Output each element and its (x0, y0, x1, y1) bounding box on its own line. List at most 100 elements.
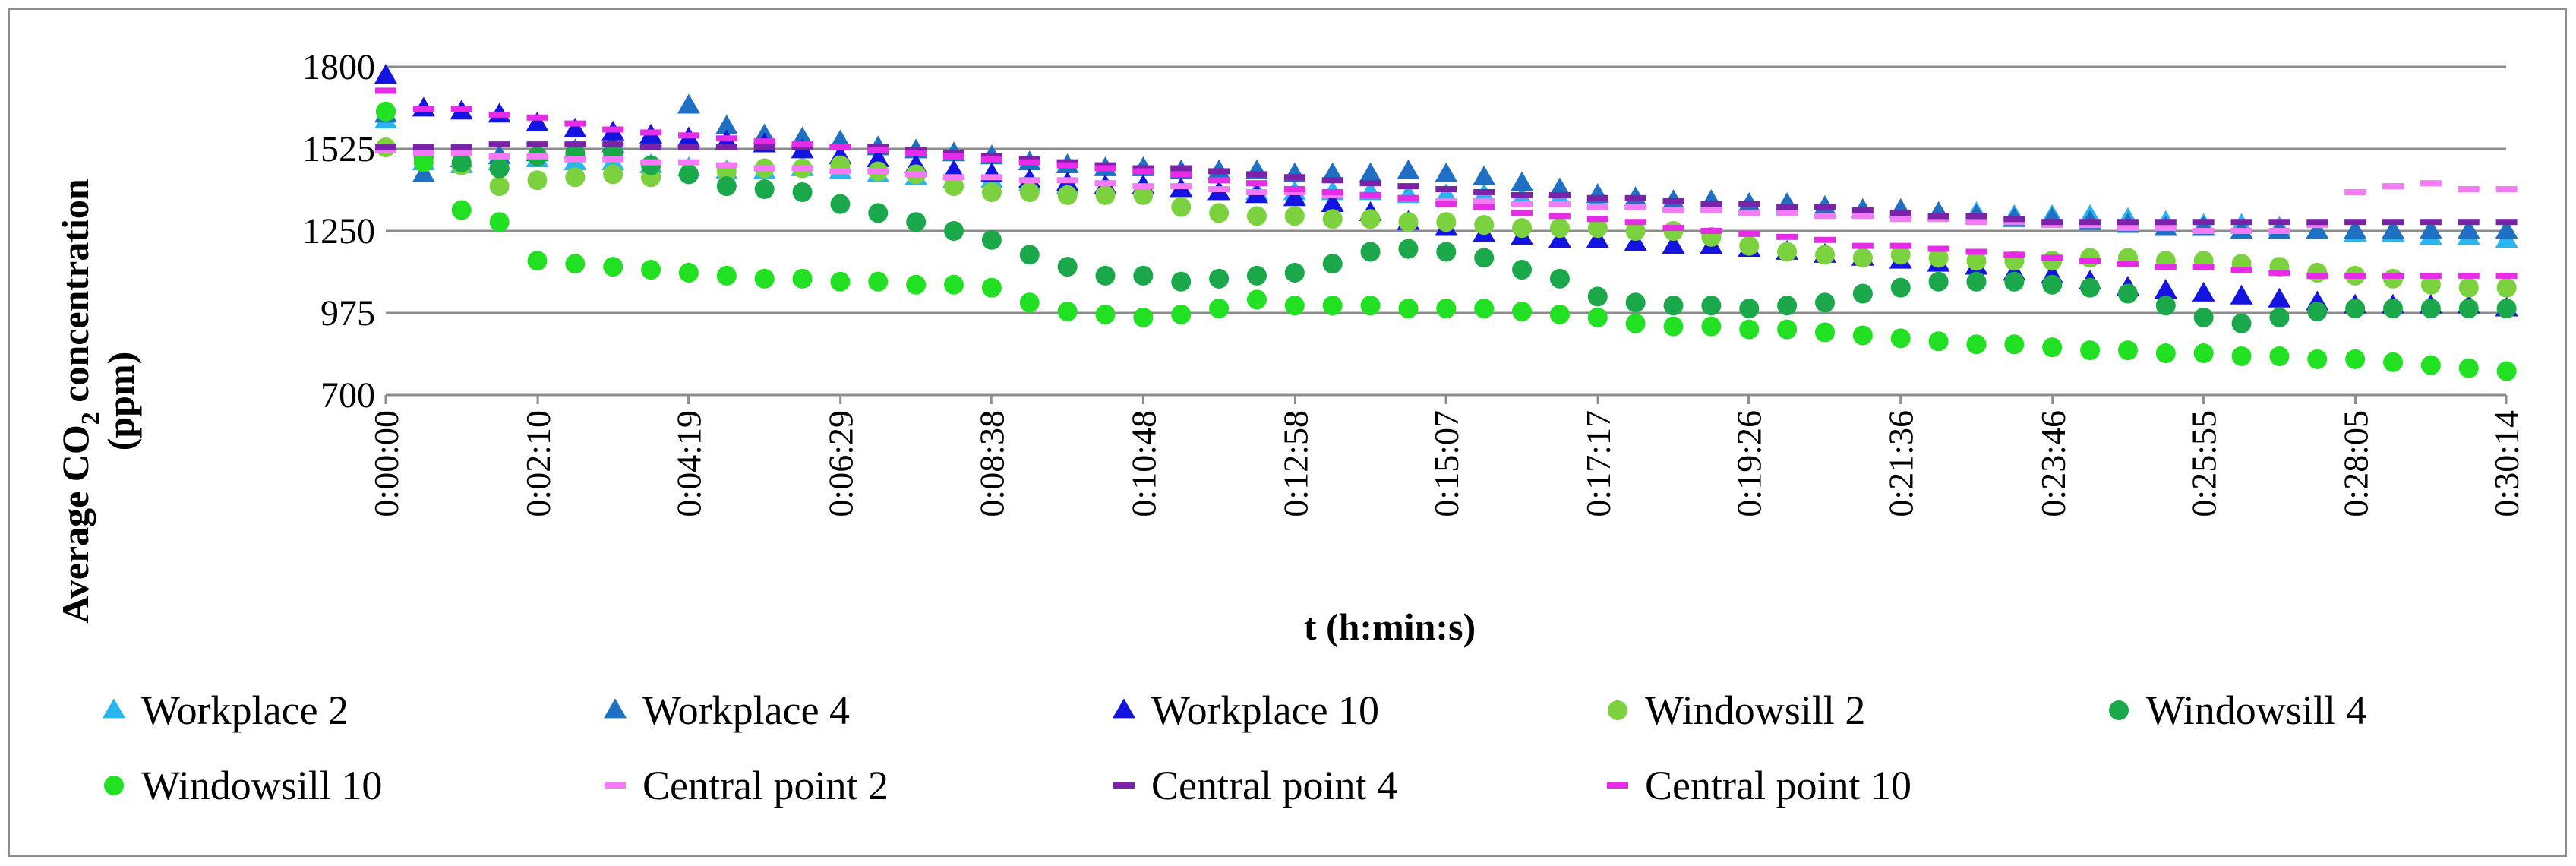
x-tick-label: 0:30:14 (2487, 410, 2526, 517)
data-point (1474, 248, 1495, 268)
data-point (1171, 197, 1192, 217)
y-axis-title-rest: concentration (54, 179, 96, 412)
data-point (412, 105, 434, 112)
x-tick-label: 0:04:19 (670, 410, 709, 517)
data-point (1473, 198, 1495, 204)
y-axis-title-main: Average CO (54, 425, 96, 623)
data-point (715, 135, 737, 142)
data-point (906, 274, 927, 295)
data-point (981, 182, 1002, 202)
data-point (412, 150, 434, 156)
data-point (1057, 302, 1078, 322)
legend-label: Workplace 2 (141, 687, 349, 733)
data-point (2458, 272, 2480, 279)
x-tick-label: 0:28:05 (2336, 410, 2375, 517)
data-point (1435, 186, 1457, 193)
data-point (2382, 219, 2405, 239)
data-point (2079, 258, 2101, 264)
data-point (2080, 277, 2101, 298)
data-point (1322, 296, 1343, 316)
data-point (2496, 361, 2517, 381)
data-point (1512, 260, 1533, 280)
data-point (678, 262, 699, 283)
data-point (677, 132, 699, 139)
data-point (2496, 277, 2517, 298)
data-point (641, 260, 661, 280)
data-point (2230, 284, 2253, 305)
data-point (2117, 261, 2139, 267)
data-point (2230, 228, 2252, 234)
legend-item: Central point 2 (605, 763, 889, 808)
data-point (867, 147, 889, 153)
data-point (1511, 191, 1533, 198)
data-point (1700, 201, 1722, 207)
x-tick-label: 0:19:26 (1730, 410, 1769, 517)
data-point (1927, 213, 1949, 220)
data-point (2154, 278, 2177, 299)
data-point (2230, 267, 2252, 273)
legend-label: Windowsill 10 (141, 763, 382, 808)
data-point (1398, 239, 1419, 259)
y-tick-label: 975 (320, 293, 375, 333)
data-point (2193, 307, 2214, 327)
data-point (564, 117, 587, 137)
data-point (1246, 289, 1267, 310)
data-point (867, 168, 889, 175)
data-point (1435, 201, 1457, 207)
data-point (526, 153, 548, 160)
data-point (1814, 292, 1835, 313)
data-point (1132, 168, 1154, 175)
data-point (2307, 302, 2328, 322)
x-tick-label: 0:10:48 (1124, 410, 1163, 517)
data-point (527, 170, 548, 191)
data-point (677, 159, 699, 166)
data-point (1095, 265, 1116, 286)
data-point (2268, 228, 2290, 234)
y-tick-labels: 700 975 1250 1525 1800 (302, 47, 375, 416)
data-point (1398, 299, 1419, 319)
data-point (1549, 304, 1570, 324)
data-point (1701, 316, 1722, 337)
data-point (716, 176, 737, 197)
data-point (1019, 182, 1040, 202)
data-point (716, 265, 737, 286)
data-point (1549, 268, 1570, 289)
data-point (1890, 277, 1911, 298)
data-point (603, 257, 623, 277)
data-point (754, 268, 775, 289)
x-tick-label: 0:08:38 (972, 410, 1011, 517)
data-point (2192, 219, 2215, 226)
data-point (640, 129, 662, 136)
data-point (1321, 188, 1343, 195)
data-point (2420, 355, 2441, 375)
data-point (2269, 346, 2290, 366)
data-point (1587, 307, 1608, 327)
data-point (1928, 331, 1949, 352)
data-point (2268, 219, 2290, 226)
y-tick-label: 1800 (302, 47, 375, 87)
data-point (1889, 242, 1911, 249)
data-point (602, 126, 624, 133)
data-point (1018, 177, 1040, 184)
legend-label: Central point 10 (1645, 763, 1911, 808)
data-point (2344, 219, 2367, 239)
data-point (1739, 299, 1760, 319)
data-point (1739, 235, 1760, 256)
data-point (1512, 302, 1533, 322)
data-point (450, 144, 472, 151)
data-point (450, 150, 472, 156)
data-point (1245, 188, 1267, 195)
data-point (1019, 245, 1040, 265)
data-point (1209, 268, 1230, 289)
data-point (1170, 183, 1192, 190)
legend-marker (1113, 698, 1135, 719)
data-point (2345, 299, 2366, 319)
data-point (1700, 228, 1722, 234)
legend-item: Windowsill 4 (2109, 687, 2366, 733)
data-point (2420, 272, 2442, 279)
data-point (981, 229, 1002, 250)
data-point (1474, 299, 1495, 319)
data-point (1890, 245, 1911, 265)
data-point (2344, 272, 2366, 279)
data-point (2458, 277, 2479, 298)
